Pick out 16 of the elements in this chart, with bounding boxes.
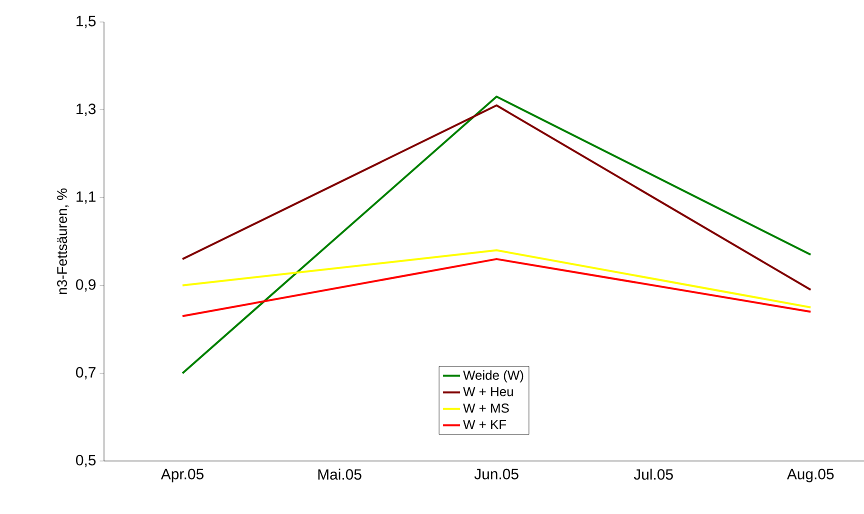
- legend-label: Weide (W): [463, 370, 524, 382]
- y-axis-title: n3-Fettsäuren, %: [57, 188, 69, 294]
- legend-label: W + MS: [463, 404, 509, 413]
- x-tick-label: Mai.05: [318, 468, 362, 480]
- y-tick-label: 1,5: [76, 16, 96, 28]
- y-tick-label: 0,7: [76, 367, 96, 380]
- y-tick-label: 1,1: [76, 192, 96, 204]
- x-tick-label: Apr.05: [160, 468, 204, 482]
- x-tick-label: Jun.05: [474, 468, 518, 480]
- legend-label: W + Heu: [463, 387, 513, 396]
- y-tick-label: 0,9: [76, 279, 96, 292]
- y-tick-label: 1,3: [76, 104, 96, 116]
- x-tick-label: Aug.05: [786, 468, 834, 482]
- legend-label: W + KF: [463, 420, 506, 429]
- y-tick-label: 0,5: [76, 454, 96, 468]
- x-tick-label: Jul.05: [634, 468, 673, 480]
